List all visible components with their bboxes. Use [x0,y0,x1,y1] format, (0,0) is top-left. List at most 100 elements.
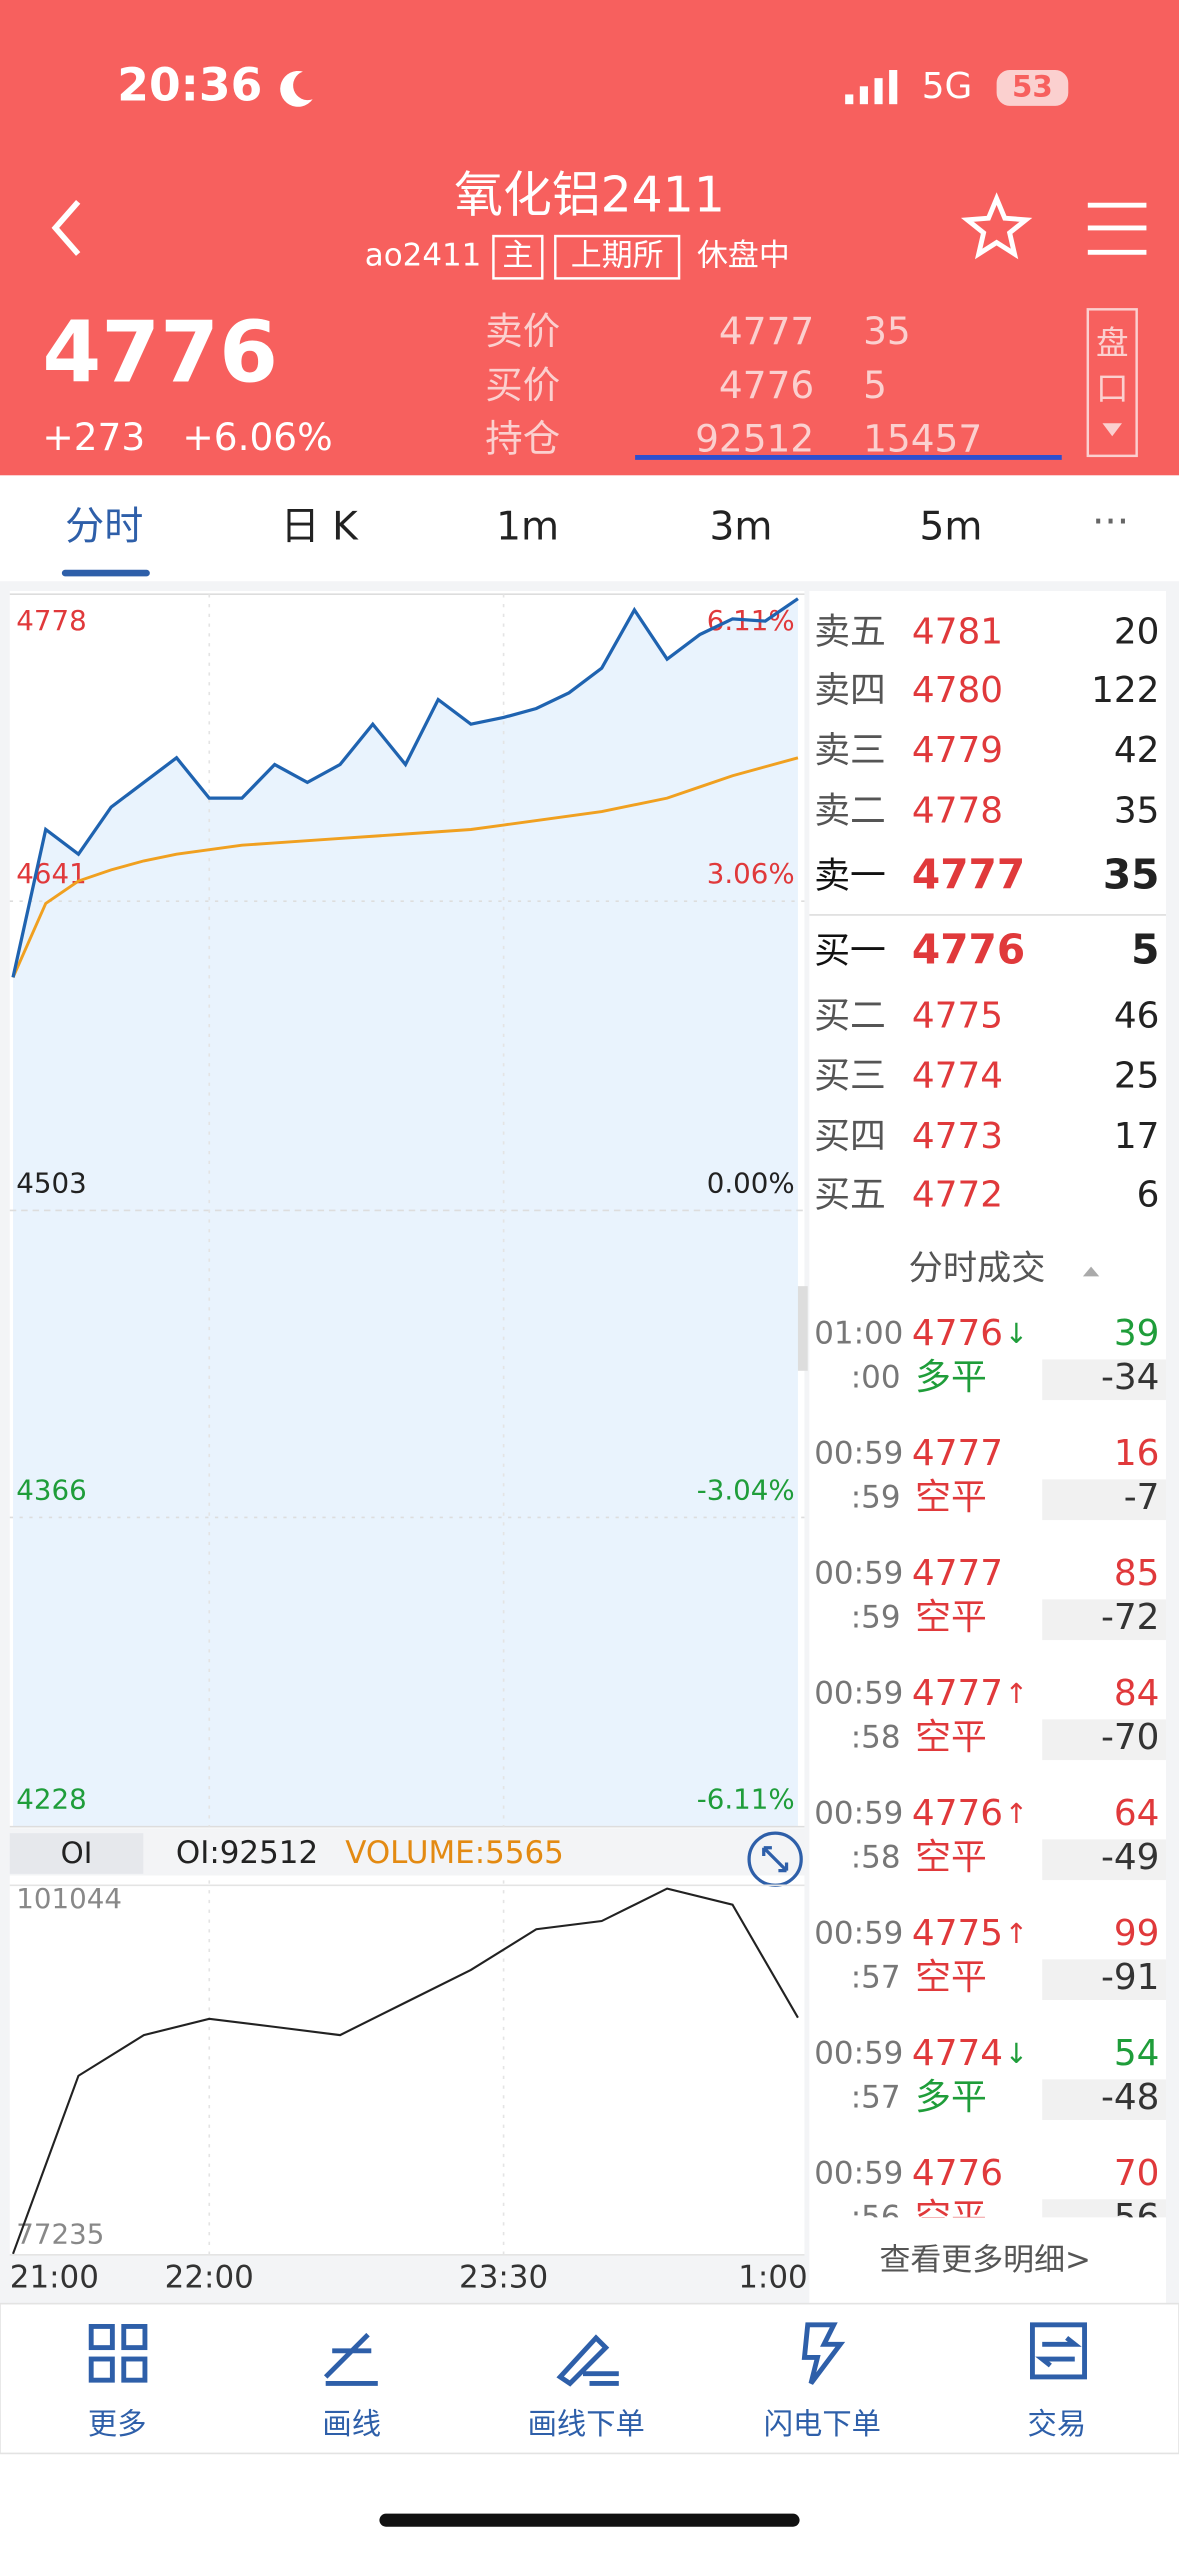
trade-qty: 70 [1114,2153,1160,2194]
tab[interactable]: 5m [920,505,983,550]
change-bg [1042,2079,1166,2121]
quote-price: 4776 [719,363,814,407]
trade-sec: :57 [851,2079,901,2115]
trade-type: 空平 [915,1717,987,1758]
oi-tick-label: 101044 [16,1882,122,1915]
book-label: 卖五 [814,611,886,652]
trade-price: 4774 [912,2033,1003,2074]
book-label: 买五 [814,1175,886,1216]
quote-qty: 35 [863,309,911,353]
trade-price: 4775 [912,1913,1003,1954]
nav-label[interactable]: 画线 [322,2407,381,2441]
volume-text: VOLUME:5565 [345,1835,564,1871]
trade-sec: :56 [851,2199,901,2235]
status-network: 5G [922,66,973,107]
trade-sec: :59 [851,1599,901,1635]
tab[interactable]: 分时 [65,505,143,550]
quote-label: 卖价 [485,309,560,353]
trade-qty: 16 [1114,1433,1160,1474]
book-price: 4778 [912,790,1003,831]
book-price: 4777 [912,851,1025,899]
side-button[interactable] [1086,308,1138,458]
favorite-button[interactable] [960,192,1033,260]
trades-title: 分时成交 [909,1248,1046,1288]
x-tick-label: 21:00 [10,2260,99,2296]
trade-arrow: ↑ [1005,1797,1028,1830]
oi-bg [9,1875,805,2255]
status: 休盘中 [697,238,790,274]
oi-text: OI:92512 [176,1835,318,1871]
trade-type: 空平 [915,1477,987,1518]
trade-time: 00:59 [814,2155,903,2191]
book-price: 4772 [912,1175,1003,1216]
book-label: 买二 [814,996,886,1037]
tab[interactable]: 日 K [281,505,359,550]
trade-change: -70 [1101,1717,1160,1758]
trade-qty: 84 [1114,1673,1160,1714]
trade-time: 00:59 [814,1435,903,1471]
trade-time: 00:59 [814,1795,903,1831]
book-qty: 35 [1103,851,1160,899]
book-qty: 35 [1114,790,1160,831]
expand-icon [762,1846,789,1873]
change-bg [1042,1599,1166,1641]
book-qty: 46 [1114,996,1160,1037]
book-label: 卖三 [814,730,886,771]
battery-icon [996,70,1069,106]
change-bg [1042,1359,1166,1401]
oi-tick-label: 77235 [16,2217,104,2250]
tag-box [492,234,544,280]
more-tabs[interactable]: ··· [1092,500,1129,545]
nav-label[interactable]: 交易 [1028,2407,1087,2441]
pct-label: 0.00% [707,1166,795,1199]
tab[interactable]: 1m [496,505,559,550]
price-area [13,598,798,1827]
trade-type: 多平 [915,1357,987,1398]
quote-qty: 15457 [863,417,982,461]
trade-arrow: ↓ [1005,2037,1028,2070]
x-tick-label: 1:00 [738,2260,807,2296]
tab-indicator [61,569,150,577]
trade-sec: :58 [851,1719,901,1755]
book-qty: 25 [1114,1056,1160,1097]
title: 氧化铝2411 [454,167,725,224]
series-line [11,756,799,978]
back-button[interactable] [51,199,81,256]
book-price: 4775 [912,996,1003,1037]
x-tick-label: 22:00 [165,2260,254,2296]
pct-label: 3.06% [707,857,795,890]
indicator-tab-bg[interactable] [9,1833,144,1874]
y-tick-label: 4366 [16,1473,86,1506]
y-tick-label: 4641 [16,857,86,890]
status-battery: 53 [1012,69,1053,103]
nav-label[interactable]: 画线下单 [528,2407,645,2441]
tabs-bg [0,475,1179,583]
change-bg [1042,2199,1166,2218]
tag: 上期所 [571,238,664,274]
trade-change: -48 [1101,2077,1160,2118]
more-link[interactable]: 查看更多明细> [879,2242,1090,2278]
book-price: 4781 [912,611,1003,652]
nav-label[interactable]: 闪电下单 [764,2407,881,2441]
trade-time: 00:59 [814,2035,903,2071]
tag: 主 [502,238,533,274]
trade-time: 00:59 [814,1675,903,1711]
quote-qty: 5 [863,363,887,407]
book-label: 买三 [814,1056,886,1097]
trade-qty: 54 [1114,2033,1160,2074]
sort-arrow [1082,1266,1100,1277]
series-line [12,1887,799,2255]
trade-sec: :59 [851,1479,901,1515]
trade-type: 空平 [915,1837,987,1878]
quote-price: 92512 [695,417,814,461]
nav-bg [0,2302,1179,2455]
nav-label[interactable]: 更多 [88,2407,147,2441]
tab[interactable]: 3m [709,505,772,550]
menu-button[interactable] [1087,202,1147,255]
trade-qty: 64 [1114,1793,1160,1834]
trade-price: 4777 [912,1673,1003,1714]
book-qty: 20 [1114,611,1160,652]
